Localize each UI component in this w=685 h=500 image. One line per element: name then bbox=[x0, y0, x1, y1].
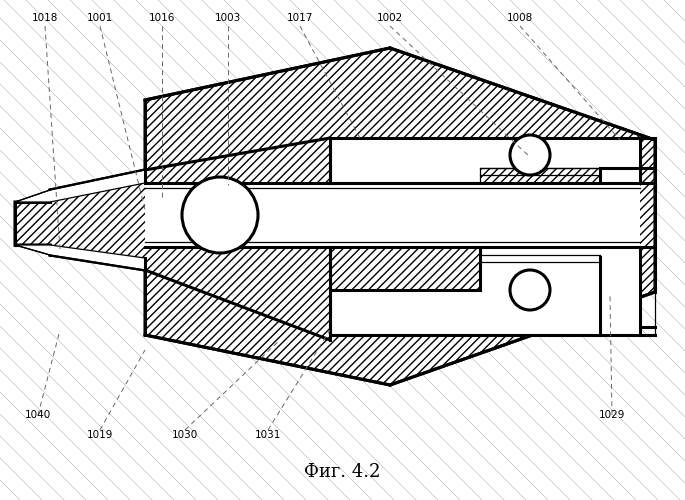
Circle shape bbox=[182, 177, 258, 253]
Polygon shape bbox=[330, 138, 640, 183]
Polygon shape bbox=[15, 48, 655, 385]
Text: 1031: 1031 bbox=[255, 430, 281, 440]
Text: 1003: 1003 bbox=[215, 13, 241, 23]
Text: 1040: 1040 bbox=[25, 410, 51, 420]
Polygon shape bbox=[330, 247, 640, 335]
Text: 1008: 1008 bbox=[507, 13, 533, 23]
Text: 1029: 1029 bbox=[599, 410, 625, 420]
Polygon shape bbox=[145, 183, 640, 247]
Text: 1002: 1002 bbox=[377, 13, 403, 23]
Polygon shape bbox=[15, 170, 145, 202]
Text: 1018: 1018 bbox=[32, 13, 58, 23]
Circle shape bbox=[510, 270, 550, 310]
Text: 1019: 1019 bbox=[87, 430, 113, 440]
Text: Фиг. 4.2: Фиг. 4.2 bbox=[303, 463, 380, 481]
Text: 1016: 1016 bbox=[149, 13, 175, 23]
Polygon shape bbox=[15, 48, 655, 385]
Circle shape bbox=[510, 135, 550, 175]
Polygon shape bbox=[15, 245, 145, 270]
Text: 1001: 1001 bbox=[87, 13, 113, 23]
Text: 1017: 1017 bbox=[287, 13, 313, 23]
Text: 1030: 1030 bbox=[172, 430, 198, 440]
